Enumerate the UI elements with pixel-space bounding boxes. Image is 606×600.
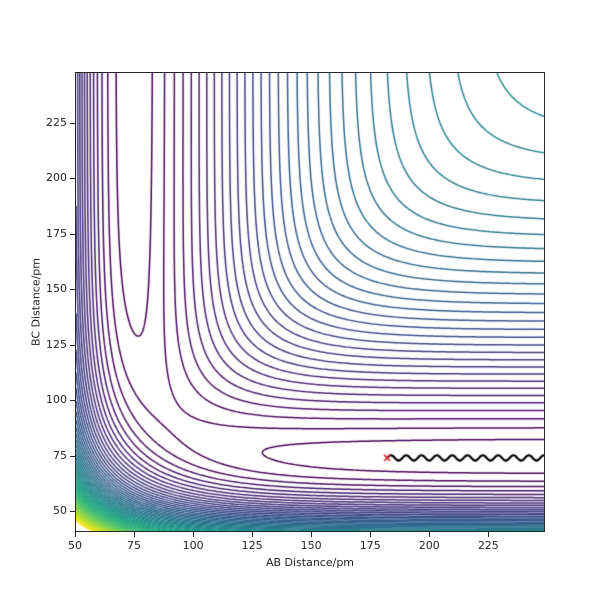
x-tick bbox=[75, 532, 76, 537]
contour-plot-area bbox=[76, 73, 545, 532]
y-tick-label: 100 bbox=[46, 393, 67, 407]
x-tick-label: 175 bbox=[359, 539, 381, 552]
y-axis-label: BC Distance/pm bbox=[29, 257, 43, 347]
x-tick-label: 200 bbox=[418, 539, 440, 552]
y-tick-label: 200 bbox=[46, 171, 67, 185]
x-tick bbox=[311, 532, 313, 537]
x-axis-label: AB Distance/pm bbox=[265, 556, 355, 569]
y-tick bbox=[70, 233, 75, 235]
x-tick bbox=[134, 532, 136, 537]
x-tick-label: 75 bbox=[127, 539, 142, 552]
y-tick-label: 50 bbox=[53, 503, 67, 517]
y-tick bbox=[70, 510, 75, 512]
y-tick-label: 75 bbox=[53, 448, 67, 462]
y-tick bbox=[70, 178, 75, 180]
x-tick-label: 50 bbox=[68, 539, 82, 552]
y-tick-label: 150 bbox=[46, 282, 67, 296]
x-tick-label: 125 bbox=[241, 539, 263, 552]
y-tick bbox=[70, 455, 75, 457]
x-tick bbox=[429, 532, 431, 537]
y-tick-label: 225 bbox=[46, 115, 67, 129]
x-tick bbox=[193, 532, 195, 537]
y-tick bbox=[70, 289, 75, 291]
x-tick-label: 225 bbox=[477, 539, 499, 552]
x-tick bbox=[488, 532, 490, 537]
x-tick-label: 150 bbox=[300, 539, 322, 552]
x-tick bbox=[252, 532, 254, 537]
y-tick bbox=[70, 344, 75, 346]
y-tick bbox=[70, 122, 75, 124]
x-tick bbox=[370, 532, 372, 537]
y-tick-label: 125 bbox=[46, 337, 67, 351]
x-tick-label: 100 bbox=[182, 539, 204, 552]
y-tick bbox=[70, 400, 75, 402]
y-tick-label: 175 bbox=[46, 226, 67, 240]
